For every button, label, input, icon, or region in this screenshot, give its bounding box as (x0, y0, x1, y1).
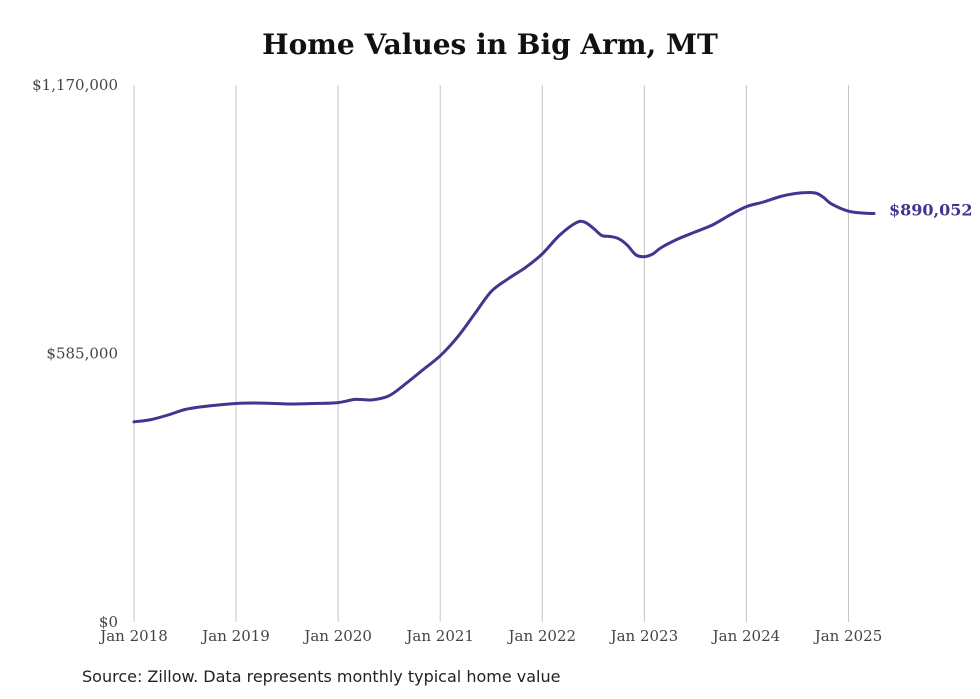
x-tick-label: Jan 2019 (200, 627, 270, 645)
series-line (132, 191, 876, 424)
y-tick-label: $1,170,000 (32, 76, 118, 94)
source-note: Source: Zillow. Data represents monthly … (82, 667, 561, 686)
x-tick-label: Jan 2020 (302, 627, 372, 645)
x-tick-label: Jan 2022 (506, 627, 576, 645)
end-value-label: $890,052 (889, 200, 973, 219)
x-tick-label: Jan 2025 (813, 627, 883, 645)
x-axis-ticks: Jan 2018 Jan 2019 Jan 2020 Jan 2021 Jan 2022… (98, 627, 882, 645)
y-tick-label: $0 (99, 613, 118, 631)
y-axis-ticks: $0 $585,000 $1,170,000 (32, 76, 118, 631)
series-group (132, 191, 876, 424)
chart-title: Home Values in Big Arm, MT (262, 28, 718, 61)
x-tick-label: Jan 2023 (609, 627, 679, 645)
x-tick-label: Jan 2021 (404, 627, 474, 645)
y-tick-label: $585,000 (46, 345, 118, 363)
x-tick-label: Jan 2024 (711, 627, 781, 645)
gridlines (133, 85, 849, 622)
data-labels: $890,052 (889, 200, 973, 219)
x-tick-label: Jan 2018 (98, 627, 168, 645)
